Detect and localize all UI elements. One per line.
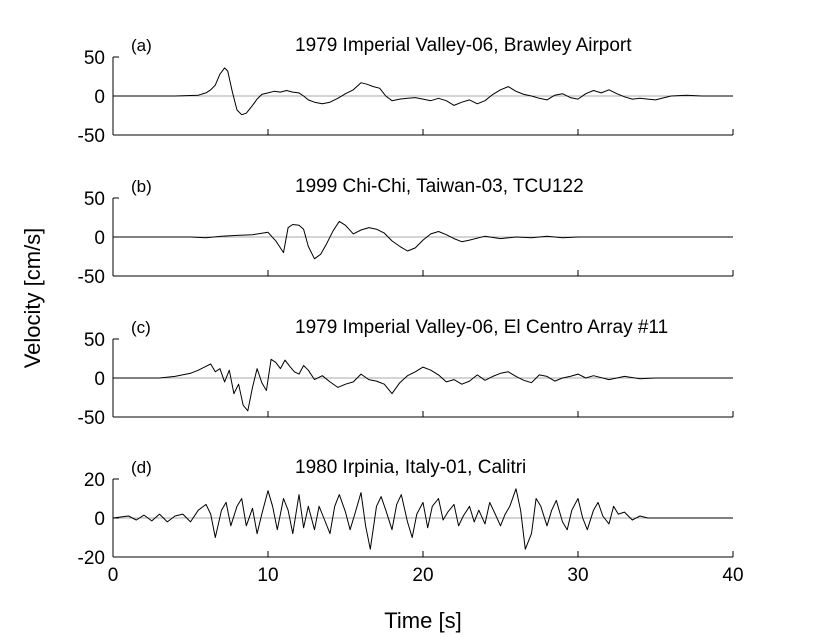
y-tick-label: 50 — [84, 330, 105, 351]
panel-b: -50 0 50 (b) 1999 Chi-Chi, Taiwan-03, TCU122 — [78, 176, 734, 288]
panel-title: 1999 Chi-Chi, Taiwan-03, TCU122 — [295, 176, 584, 197]
y-tick-label: -50 — [78, 408, 105, 429]
y-tick-label: 0 — [94, 369, 105, 390]
velocity-trace — [113, 67, 733, 116]
y-tick-label: 50 — [84, 48, 105, 69]
x-axis-title: Time [s] — [384, 608, 461, 633]
panel-letter: (d) — [131, 458, 152, 477]
panel-letter: (a) — [131, 36, 152, 55]
y-axis-title: Velocity [cm/s] — [20, 228, 45, 369]
panel-title: 1980 Irpinia, Italy-01, Calitri — [295, 457, 526, 478]
x-tick-label: 30 — [567, 565, 588, 586]
panel-c: -50 0 50 (c) 1979 Imperial Valley-06, El Cen… — [78, 317, 734, 429]
velocity-trace — [113, 220, 733, 260]
panel-title: 1979 Imperial Valley-06, Brawley Airport — [295, 35, 632, 56]
panel-a: -50 0 50 (a) 1979 Imperial Valley-06, Brawle… — [78, 35, 734, 147]
panels-group: -50 0 50 (a) 1979 Imperial Valley-06, Brawle… — [78, 35, 744, 586]
y-tick-label: -50 — [78, 126, 105, 147]
y-tick-label: 20 — [84, 470, 105, 491]
panel-title: 1979 Imperial Valley-06, El Centro Array… — [295, 317, 668, 338]
velocity-trace — [112, 488, 733, 550]
y-tick-label: 0 — [94, 509, 105, 530]
x-tick-label: 40 — [722, 565, 743, 586]
y-tick-label: -50 — [78, 267, 105, 288]
panel-letter: (b) — [131, 177, 152, 196]
y-tick-label: 50 — [84, 189, 105, 210]
y-tick-label: 0 — [94, 87, 105, 108]
x-tick-label: 20 — [412, 565, 433, 586]
x-tick-label: 0 — [108, 565, 119, 586]
velocity-trace — [113, 358, 733, 412]
y-tick-label: 0 — [94, 228, 105, 249]
x-tick-label: 10 — [257, 565, 278, 586]
panel-letter: (c) — [131, 318, 151, 337]
y-tick-label: -20 — [78, 548, 105, 569]
